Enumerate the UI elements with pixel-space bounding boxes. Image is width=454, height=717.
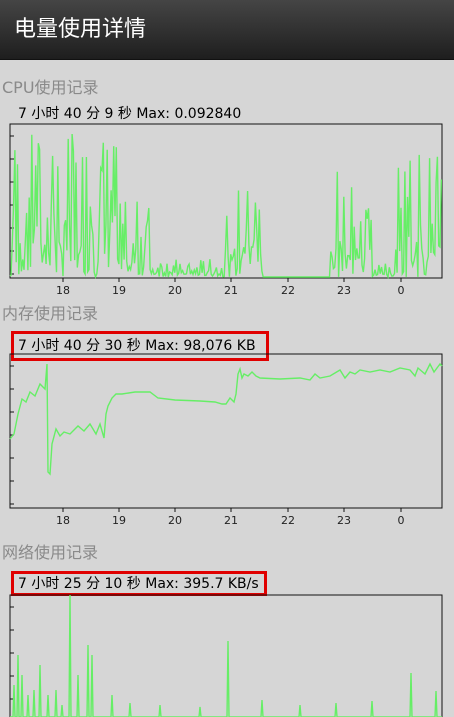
cpu-x-tick-label: 23	[337, 284, 351, 297]
memory-usage-chart: 18 19 20 21 22 23 0	[9, 353, 443, 527]
cpu-stat-text: 7 小时 40 分 9 秒 Max: 0.092840	[18, 106, 242, 122]
cpu-usage-line	[9, 133, 442, 280]
cpu-plot-frame	[9, 123, 443, 279]
cpu-x-tick-label: 21	[224, 284, 238, 297]
cpu-x-tick-label: 22	[281, 284, 295, 297]
title-bar: 电量使用详情	[0, 0, 454, 60]
cpu-x-tick-label: 20	[168, 284, 182, 297]
mem-x-tick-label: 22	[281, 514, 295, 527]
mem-x-tick-label: 20	[168, 514, 182, 527]
memory-usage-line	[9, 362, 443, 476]
mem-x-tick-label: 18	[56, 514, 70, 527]
network-usage-line	[10, 594, 442, 717]
mem-plot-frame	[9, 353, 443, 509]
network-stat-text: 7 小时 25 分 10 秒 Max: 395.7 KB/s	[18, 576, 259, 592]
cpu-x-tick-label: 18	[56, 284, 70, 297]
cpu-usage-chart: 18 19 20 21 22 23 0	[9, 123, 443, 297]
mem-x-tick-label: 19	[112, 514, 126, 527]
network-usage-chart	[9, 594, 443, 717]
memory-stat-text: 7 小时 40 分 30 秒 Max: 98,076 KB	[18, 338, 256, 354]
cpu-x-tick-label: 0	[398, 284, 405, 297]
page-title: 电量使用详情	[14, 17, 147, 42]
memory-section: 内存使用记录 7 小时 40 分 30 秒 Max: 98,076 KB 18 1…	[0, 304, 454, 529]
net-plot-frame	[9, 594, 443, 717]
cpu-section: CPU使用记录 7 小时 40 分 9 秒 Max: 0.092840 18 19…	[0, 78, 454, 298]
network-section: 网络使用记录 7 小时 25 分 10 秒 Max: 395.7 KB/s	[0, 543, 454, 717]
mem-x-tick-label: 0	[398, 514, 405, 527]
mem-x-tick-label: 21	[224, 514, 238, 527]
mem-x-tick-label: 23	[337, 514, 351, 527]
network-section-title: 网络使用记录	[2, 543, 99, 562]
memory-section-title: 内存使用记录	[2, 304, 99, 323]
cpu-x-tick-label: 19	[112, 284, 126, 297]
cpu-section-title: CPU使用记录	[2, 78, 99, 97]
